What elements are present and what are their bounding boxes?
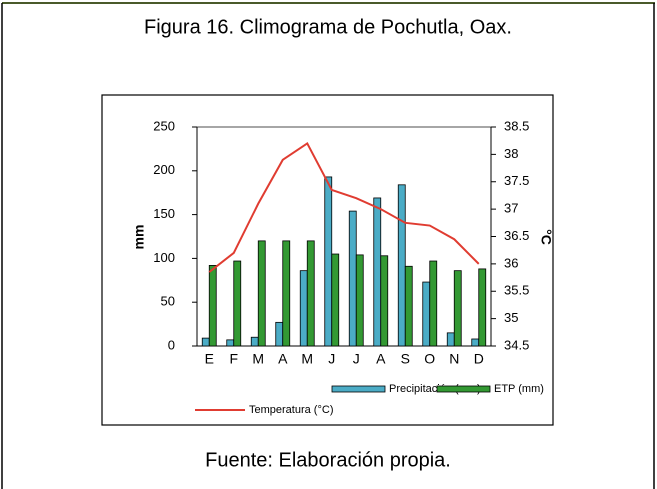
bar <box>324 176 333 347</box>
y-tick-label: 100 <box>153 250 175 265</box>
y2-tick-label: 36.5 <box>504 228 529 243</box>
x-tick-label: M <box>252 351 264 367</box>
legend-label: ETP (mm) <box>494 383 544 395</box>
bar <box>282 240 291 347</box>
bar <box>257 240 266 347</box>
bar <box>380 255 389 347</box>
legend-swatch <box>436 385 491 393</box>
x-tick-label: O <box>424 351 435 367</box>
x-tick-label: F <box>229 351 238 367</box>
x-tick-label: N <box>449 351 459 367</box>
bar <box>275 321 284 347</box>
bar <box>250 336 259 347</box>
x-tick-label: E <box>205 351 214 367</box>
bar <box>429 260 438 347</box>
source-note: Fuente: Elaboración propia. <box>205 449 451 471</box>
x-tick-label: A <box>278 351 288 367</box>
bar <box>404 265 413 347</box>
y2-tick-label: 36 <box>504 255 518 270</box>
bar <box>422 281 431 347</box>
y-tick-label: 150 <box>153 206 175 221</box>
bar <box>397 184 406 347</box>
x-tick-label: D <box>474 351 484 367</box>
bar <box>233 260 242 347</box>
bar <box>373 197 382 347</box>
bar <box>226 339 235 347</box>
y-tick-label: 50 <box>161 294 175 309</box>
x-tick-label: J <box>328 351 335 367</box>
y-tick-label: 200 <box>153 162 175 177</box>
bar <box>208 265 217 347</box>
bar <box>478 268 487 347</box>
bar <box>446 332 455 347</box>
bar <box>471 338 480 347</box>
y2-tick-label: 35.5 <box>504 283 529 298</box>
y2-tick-label: 38 <box>504 146 518 161</box>
bar <box>331 253 340 347</box>
chart-title: Figura 16. Climograma de Pochutla, Oax. <box>144 16 512 38</box>
legend-swatch <box>331 385 386 393</box>
y2-tick-label: 37.5 <box>504 173 529 188</box>
bar <box>453 270 462 347</box>
bar <box>201 337 210 347</box>
x-tick-label: J <box>353 351 360 367</box>
bar <box>355 254 364 347</box>
bar <box>306 240 315 347</box>
bar <box>299 270 308 347</box>
y2-tick-label: 38.5 <box>504 118 529 133</box>
y2-tick-label: 34.5 <box>504 337 529 352</box>
y-tick-label: 250 <box>153 118 175 133</box>
x-tick-label: A <box>376 351 386 367</box>
y2-tick-label: 35 <box>504 310 518 325</box>
y-tick-label: 0 <box>168 337 175 352</box>
x-tick-label: M <box>301 351 313 367</box>
bar <box>348 210 357 347</box>
temperature-line <box>208 141 480 273</box>
y-axis-label: mm <box>131 225 147 250</box>
legend-label: Temperatura (°C) <box>249 404 333 416</box>
y2-axis-label: °C <box>538 229 554 245</box>
x-tick-label: S <box>401 351 410 367</box>
y2-tick-label: 37 <box>504 201 518 216</box>
